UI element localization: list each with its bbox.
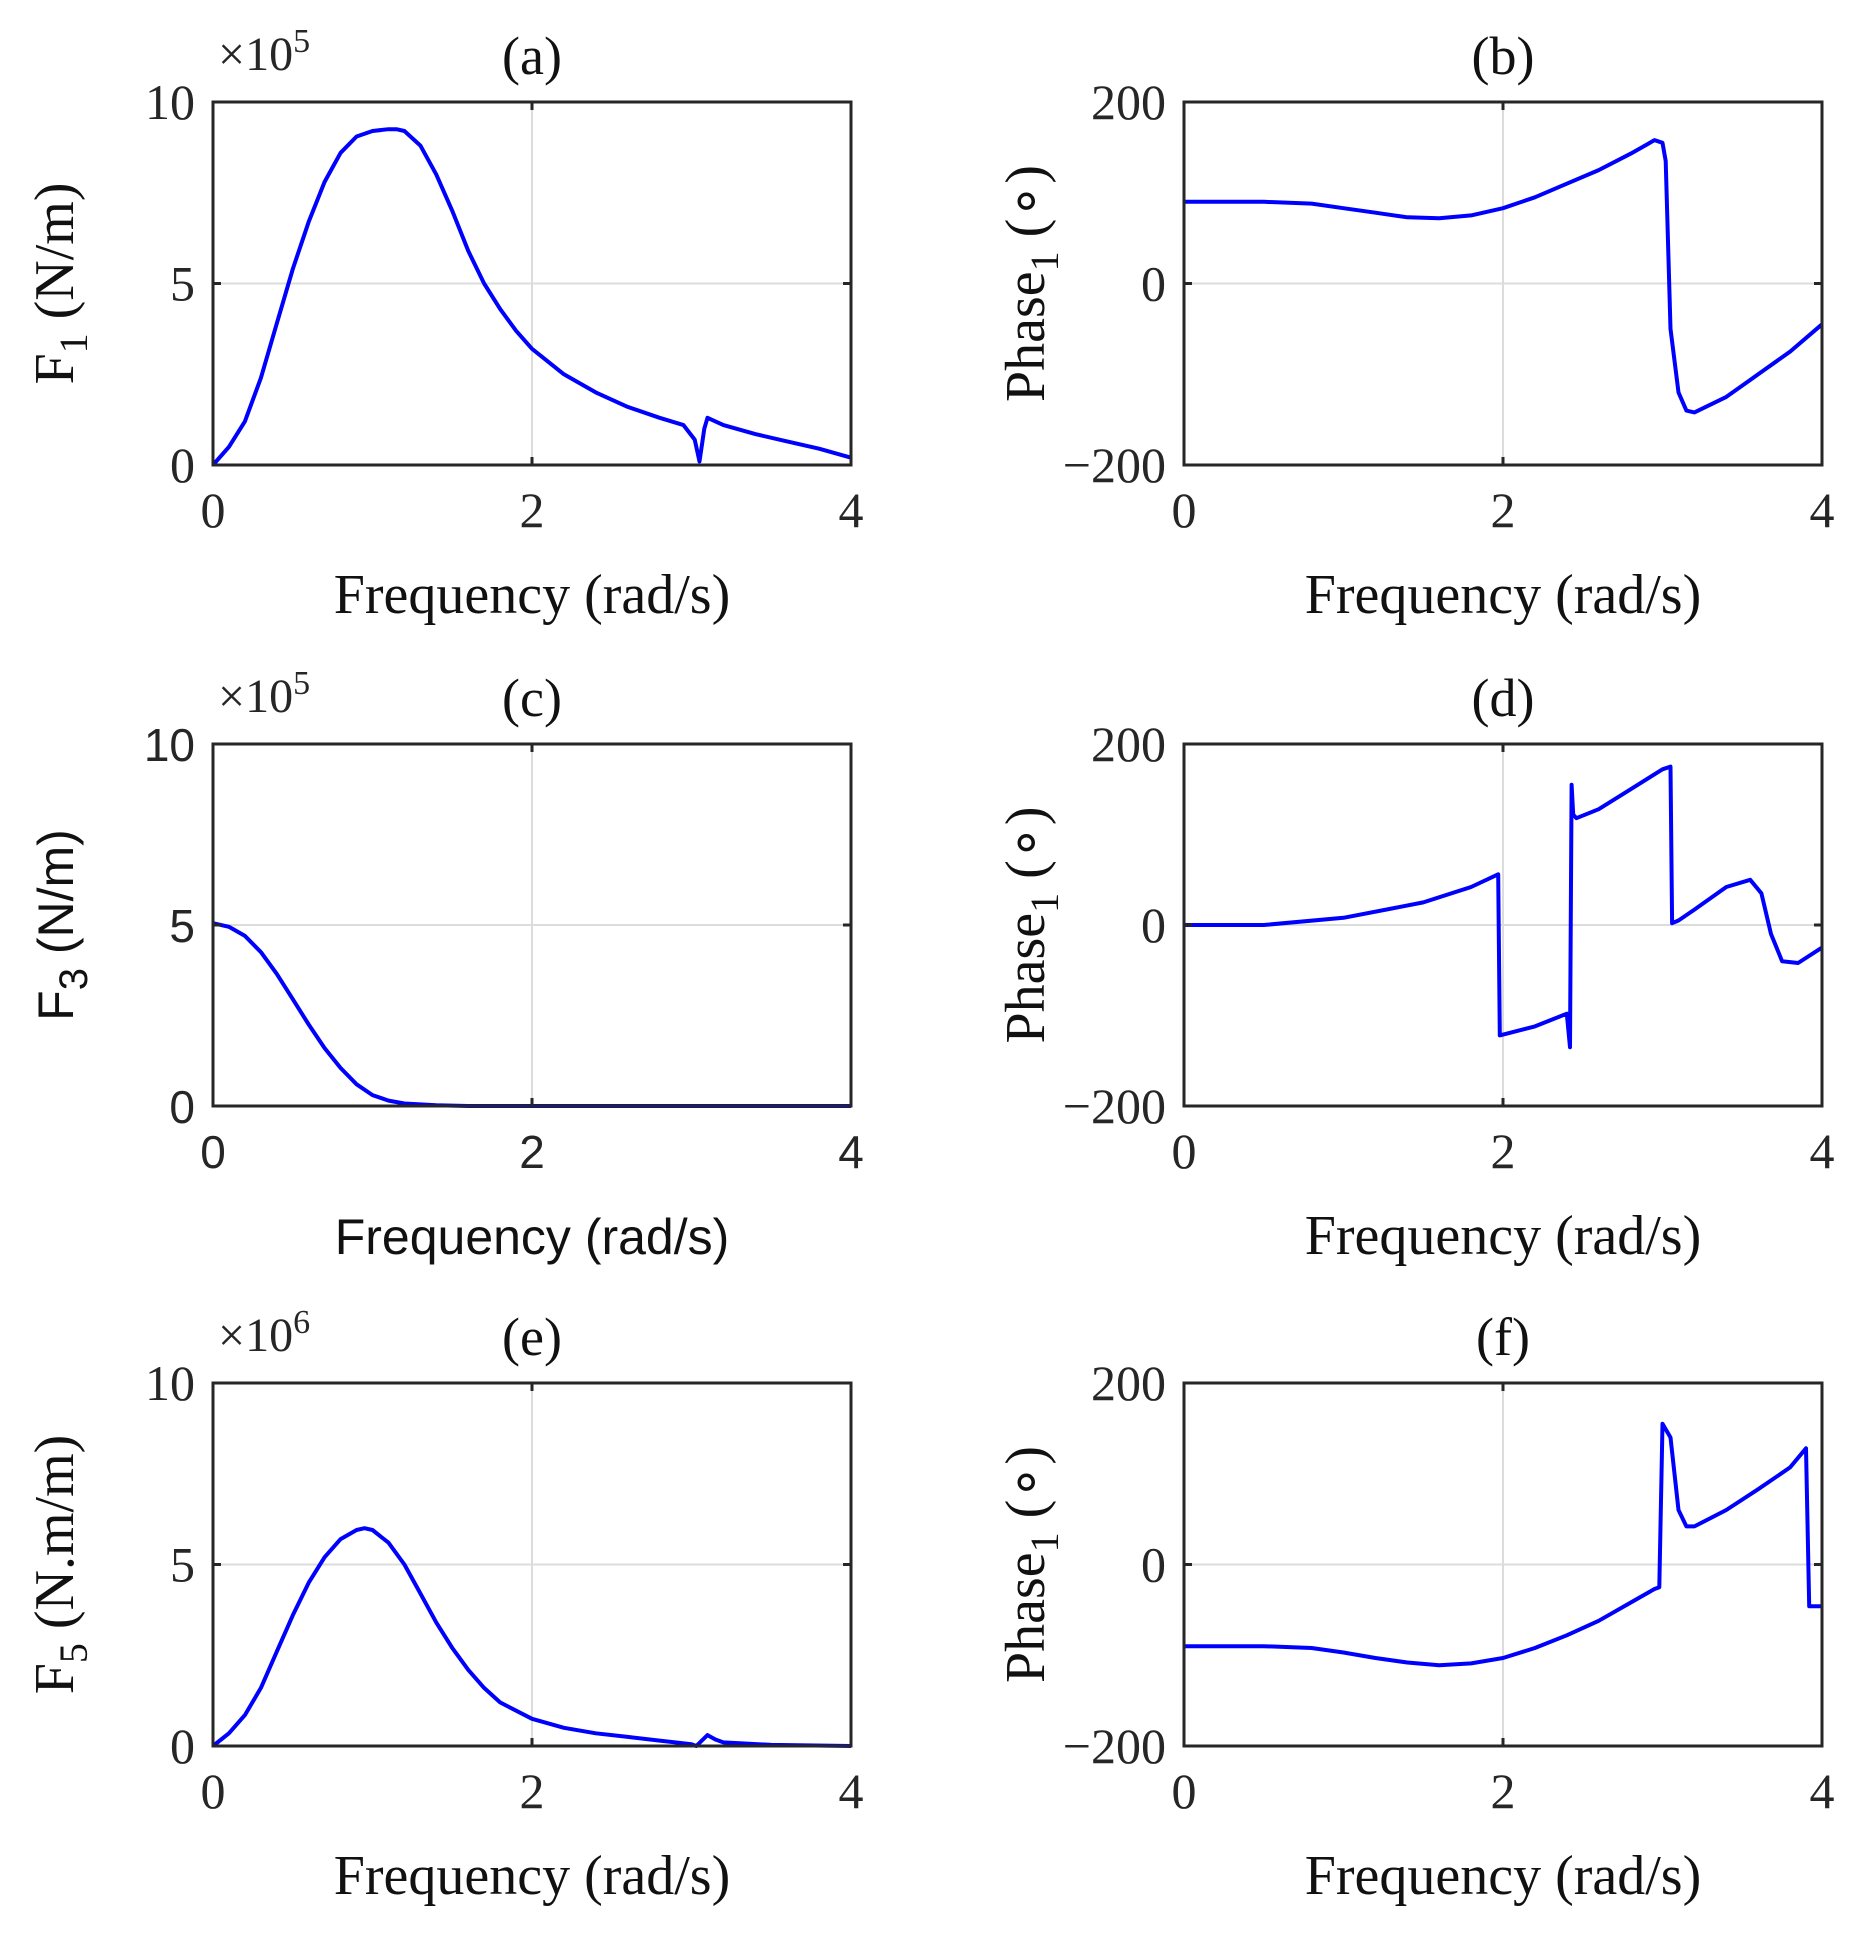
- y-axis-label-unit: (N/m): [24, 182, 86, 333]
- y-axis-label-main: F: [28, 990, 84, 1021]
- y-tick-label: 0: [170, 1718, 195, 1774]
- y-tick-label: 5: [169, 900, 195, 952]
- x-axis-label: Frequency (rad/s): [334, 564, 731, 626]
- x-tick-label: 2: [1491, 1763, 1516, 1819]
- y-tick-label: 0: [1141, 897, 1166, 953]
- y-axis-label-subscript: 5: [51, 1643, 96, 1663]
- chart-title: (c): [502, 668, 562, 728]
- x-tick-label: 4: [1810, 1123, 1835, 1179]
- x-axis-label: Frequency (rad/s): [1305, 1205, 1702, 1267]
- y-tick-label: 5: [170, 1537, 195, 1593]
- axis-exponent: ×105: [218, 665, 310, 723]
- y-tick-label: 0: [169, 1081, 195, 1133]
- chart-title: (d): [1472, 668, 1535, 728]
- x-tick-label: 2: [520, 1763, 545, 1819]
- series-line-f: [1184, 1421, 1822, 1668]
- series-line-b: [1184, 138, 1824, 415]
- panel-a: 0 2 4 0 5 10 (a) ×105 Frequency (rad/s) F1 (N/m): [24, 23, 864, 626]
- series-line-a: [211, 127, 852, 467]
- y-axis-label-subscript: 1: [1022, 893, 1067, 913]
- y-axis-label: F1 (N/m): [24, 182, 96, 384]
- y-axis-label: Phase1 (∘): [995, 1446, 1067, 1683]
- x-tick-label: 4: [1810, 1763, 1835, 1819]
- y-tick-label: 10: [145, 1355, 195, 1411]
- y-axis-label-main: Phase: [995, 271, 1057, 402]
- y-tick-label: −200: [1063, 437, 1166, 493]
- panel-c: 0 2 4 0 5 10 (c) ×105 Frequency (rad/s) F3 (N/m): [28, 665, 864, 1265]
- y-axis-label-subscript: 3: [52, 968, 96, 990]
- y-axis-label-subscript: 1: [1022, 251, 1067, 271]
- x-tick-label: 0: [1172, 1763, 1197, 1819]
- y-tick-label: −200: [1063, 1718, 1166, 1774]
- x-axis-label: Frequency (rad/s): [335, 1209, 730, 1265]
- x-tick-label: 2: [1491, 482, 1516, 538]
- x-tick-label: 2: [1491, 1123, 1516, 1179]
- axis-exponent-power: 5: [293, 23, 310, 60]
- x-tick-label: 4: [839, 482, 864, 538]
- axis-exponent-power: 6: [293, 1304, 310, 1341]
- series-line-d: [1184, 764, 1824, 1050]
- x-tick-label: 0: [201, 482, 226, 538]
- chart-title: (a): [502, 26, 562, 86]
- y-tick-label: 0: [170, 437, 195, 493]
- x-tick-label: 4: [838, 1126, 864, 1178]
- y-tick-label: 0: [1141, 1537, 1166, 1593]
- y-axis-label: F3 (N/m): [28, 829, 96, 1021]
- axis-exponent: ×106: [218, 1304, 310, 1362]
- x-axis-label: Frequency (rad/s): [1305, 1845, 1702, 1907]
- y-tick-label: −200: [1063, 1078, 1166, 1134]
- x-tick-label: 4: [1810, 482, 1835, 538]
- y-axis-label: Phase1 (∘): [995, 165, 1067, 402]
- y-axis-label-unit: (N/m): [28, 829, 84, 968]
- x-tick-label: 2: [520, 482, 545, 538]
- y-axis-label-main: F: [24, 353, 86, 384]
- y-axis-label-unit: (∘): [995, 165, 1057, 251]
- chart-title: (b): [1472, 26, 1535, 86]
- y-axis-label-main: Phase: [995, 913, 1057, 1044]
- y-tick-label: 10: [144, 719, 195, 771]
- y-axis-label-unit: (∘): [995, 1446, 1057, 1532]
- y-tick-label: 5: [170, 256, 195, 312]
- y-axis-label-main: Phase: [995, 1552, 1057, 1683]
- x-tick-label: 0: [200, 1126, 226, 1178]
- x-tick-label: 2: [519, 1126, 545, 1178]
- y-tick-label: 0: [1141, 256, 1166, 312]
- axis-exponent: ×105: [218, 23, 310, 81]
- x-tick-label: 4: [839, 1763, 864, 1819]
- axis-exponent-power: 5: [293, 665, 310, 702]
- chart-title: (e): [502, 1307, 562, 1367]
- y-axis-label-unit: (∘): [995, 806, 1057, 892]
- chart-title: (f): [1476, 1307, 1530, 1367]
- x-axis-label: Frequency (rad/s): [334, 1845, 731, 1907]
- y-tick-label: 200: [1091, 716, 1166, 772]
- x-axis-label: Frequency (rad/s): [1305, 564, 1702, 626]
- y-axis-label-subscript: 1: [1022, 1532, 1067, 1552]
- y-tick-label: 200: [1091, 74, 1166, 130]
- y-axis-label: Phase1 (∘): [995, 806, 1067, 1043]
- x-tick-label: 0: [1172, 1123, 1197, 1179]
- y-axis-label: F5 (N.m/m): [24, 1435, 96, 1695]
- y-axis-label-subscript: 1: [51, 333, 96, 353]
- x-tick-label: 0: [201, 1763, 226, 1819]
- y-tick-label: 200: [1091, 1355, 1166, 1411]
- y-axis-label-unit: (N.m/m): [24, 1435, 86, 1643]
- y-axis-label-main: F: [24, 1663, 86, 1694]
- y-tick-label: 10: [145, 74, 195, 130]
- x-tick-label: 0: [1172, 482, 1197, 538]
